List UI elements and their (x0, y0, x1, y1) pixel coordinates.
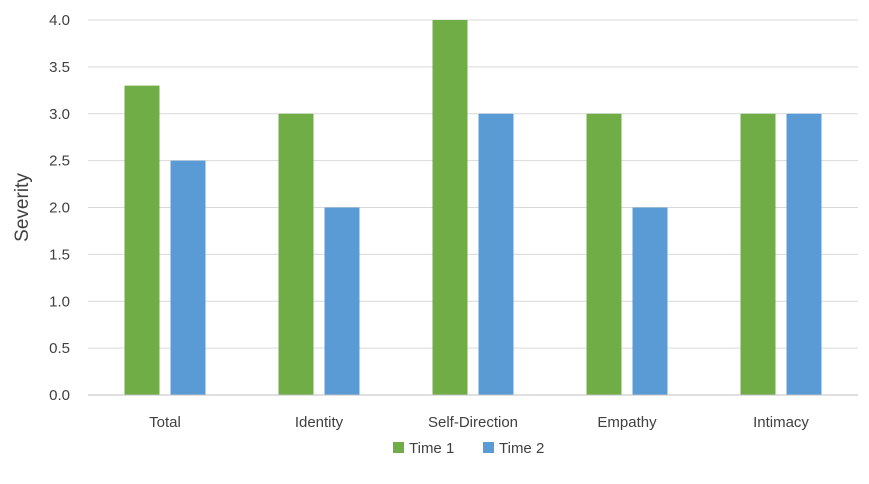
y-tick-label: 1.5 (49, 246, 70, 263)
bar-time-2-self-direction (478, 113, 514, 395)
y-tick-label: 0.5 (49, 340, 70, 357)
legend-item: Time 2 (483, 440, 544, 457)
y-tick-label: 2.5 (49, 153, 70, 170)
y-tick-label: 2.0 (49, 200, 70, 217)
y-tick-label: 1.0 (49, 293, 70, 310)
x-tick-label: Empathy (597, 414, 657, 431)
legend-swatch (483, 442, 494, 453)
x-tick-label: Intimacy (753, 414, 809, 431)
bar-time-1-identity (278, 113, 314, 395)
bar-time-2-total (170, 160, 206, 395)
legend-label: Time 2 (499, 440, 544, 457)
bar-time-2-intimacy (786, 113, 822, 395)
y-tick-label: 0.0 (49, 387, 70, 404)
y-axis-label: Severity (12, 173, 33, 242)
x-axis-tick-labels: Total Identity Self-Direction Empathy Intima… (149, 414, 809, 431)
bar-time-1-total (124, 85, 160, 395)
bar-time-1-intimacy (740, 113, 776, 395)
legend-item: Time 1 (393, 440, 454, 457)
y-tick-label: 4.0 (49, 12, 70, 29)
bars (124, 20, 822, 395)
bar-time-1-self-direction (432, 20, 468, 395)
legend-swatch (393, 442, 404, 453)
x-tick-label: Identity (295, 414, 344, 431)
x-tick-label: Total (149, 414, 181, 431)
y-axis-tick-labels: 0.0 0.5 1.0 1.5 2.0 2.5 3.0 3.5 4.0 (49, 12, 70, 404)
bar-time-2-empathy (632, 207, 668, 395)
bar-time-1-empathy (586, 113, 622, 395)
legend-label: Time 1 (409, 440, 454, 457)
bar-time-2-identity (324, 207, 360, 395)
y-tick-label: 3.5 (49, 59, 70, 76)
legend: Time 1 Time 2 (393, 440, 544, 457)
x-tick-label: Self-Direction (428, 414, 518, 431)
gridlines (88, 19, 858, 349)
y-tick-label: 3.0 (49, 106, 70, 123)
